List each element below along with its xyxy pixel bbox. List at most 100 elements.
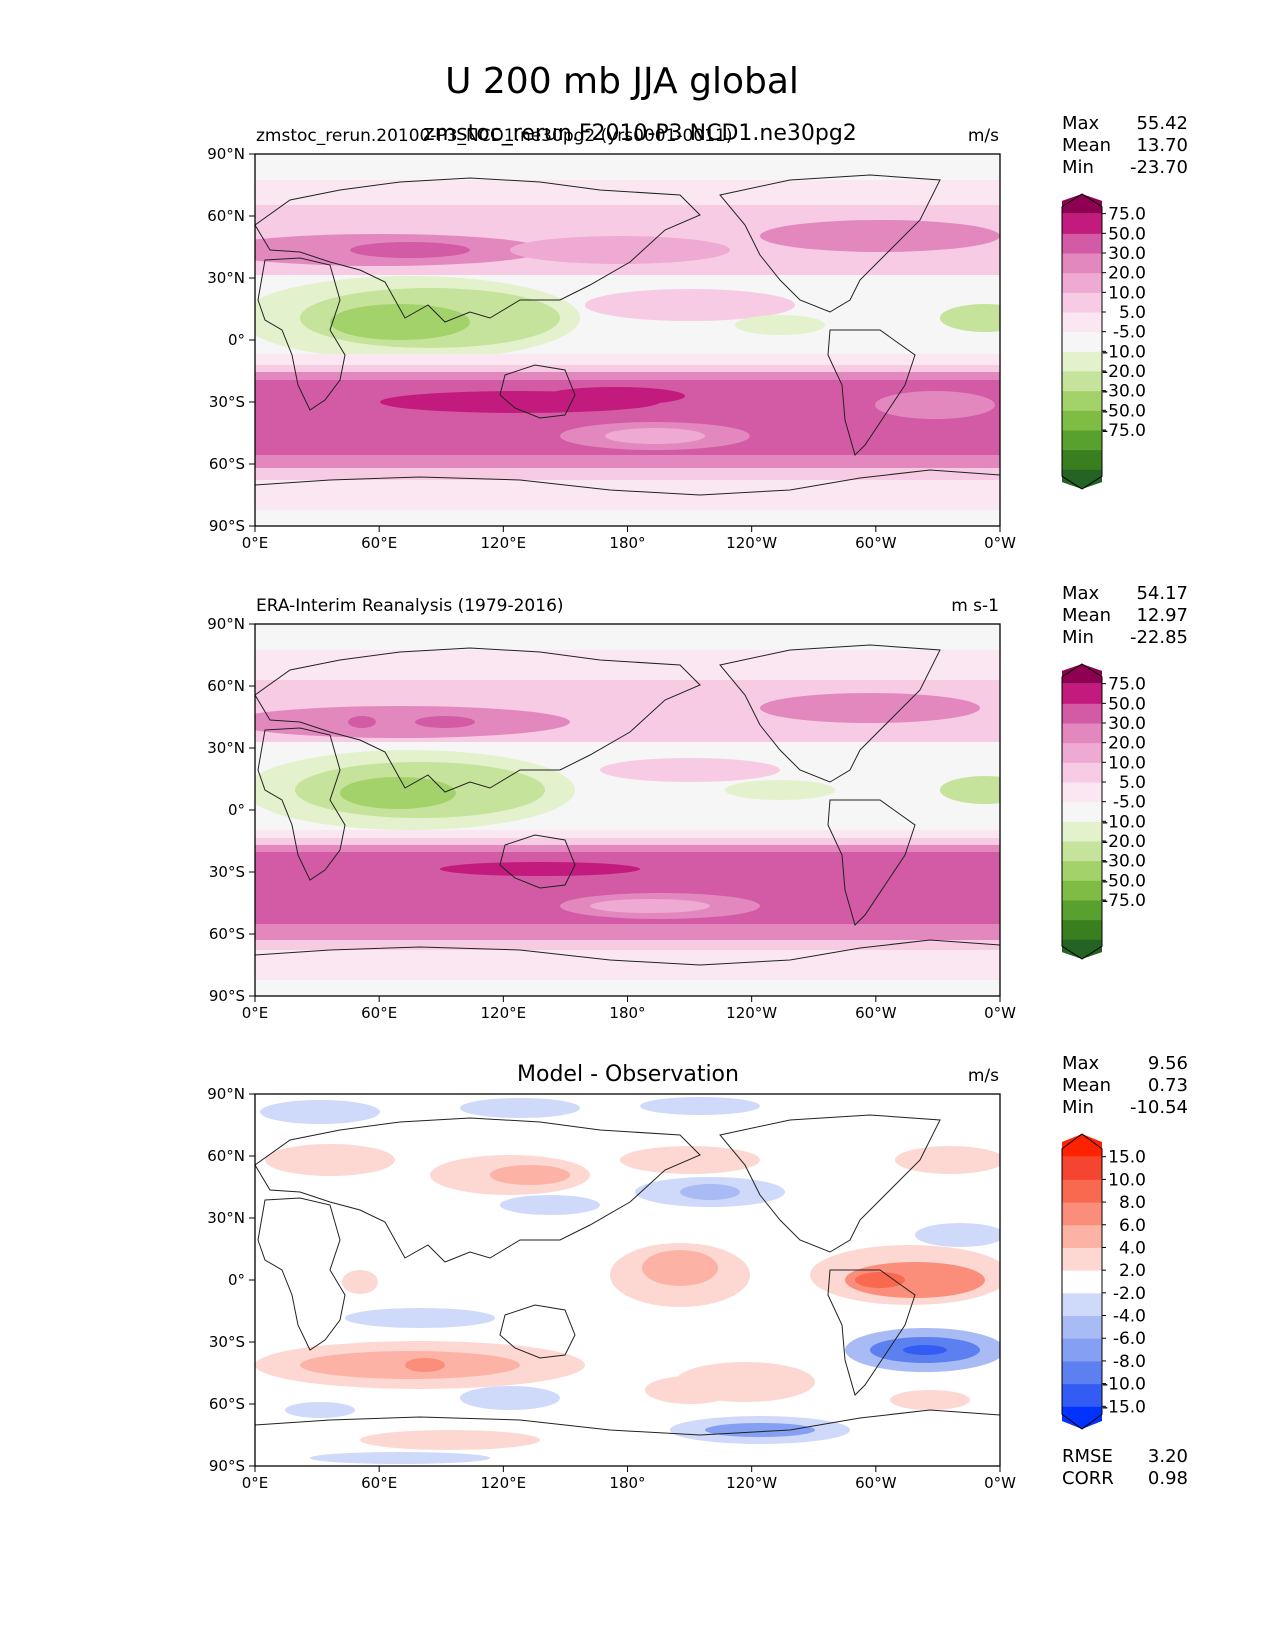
colorbar-segment [1062,1156,1102,1180]
colorbar-segment [1062,1338,1102,1362]
pos-trop-sa-core [845,1262,985,1298]
coast-south-america [827,1269,916,1396]
colorbar-outline [1061,663,1103,960]
stat-max-value: 9.56 [1148,1053,1188,1074]
coast-australia [499,834,576,889]
colorbar-segment [1062,821,1102,842]
y-tick-label: 30°N [207,1209,245,1227]
y-tick-label: 90°S [209,987,245,1005]
jet-north-core [255,706,570,738]
colorbar-label: -5.0 [1113,323,1146,343]
colorbar-segment [1062,1224,1102,1248]
pos-south-a [360,1430,540,1450]
neg-sh-mid [285,1402,355,1418]
colorbar-segment [1062,371,1102,392]
colorbar-label: 5.0 [1119,773,1146,793]
colorbar-segment [1062,723,1102,744]
panel-model-axes: 0°E 60°E 120°E 180° 120°W 60°W 0°W 90°N 60°N 30°N… [207,113,1188,552]
colorbar-label: 15.0 [1108,1148,1146,1168]
colorbar-segment [1062,880,1102,901]
coast-eurasia [255,1117,701,1263]
stat-mean-value: 0.73 [1148,1075,1188,1096]
x-tick-label: 60°W [855,1474,897,1492]
coastlines [255,174,1000,496]
y-tick-label: 60°S [209,1395,245,1413]
coast-africa [257,1197,346,1351]
neg-north-atl [915,1223,1000,1247]
colorbar-label: -30.0 [1102,852,1146,872]
pos-north-a [265,1144,395,1176]
band-antarctic [255,950,1000,980]
easterly-max [330,304,470,340]
stat-min-value: -10.54 [1130,1097,1188,1118]
colorbar-label: 6.0 [1119,1216,1146,1236]
colorbar-segment [1062,410,1102,431]
colorbar-segment [1062,841,1102,862]
stat-max-value: 54.17 [1136,583,1188,604]
subtropic-pacific [585,289,795,321]
colorbar-segment [1062,449,1102,470]
panel-obs: ERA-Interim Reanalysis (1979-2016) m s-1 [254,596,1001,997]
colorbar-label: -10.0 [1102,812,1146,832]
neg-arctic-c [640,1097,760,1115]
neg-trop-indian [345,1308,495,1328]
x-tick-label: 0°W [984,1474,1016,1492]
x-tick-label: 60°E [361,1474,397,1492]
y-tick-label: 30°N [207,739,245,757]
pos-trop-sa-max [855,1272,905,1288]
jet-north-atlantic [760,220,1000,252]
colorbar-label: 4.0 [1119,1238,1146,1258]
y-tick-label: 30°S [209,863,245,881]
x-tick-label: 120°E [481,534,527,552]
colorbar-label: -2.0 [1113,1284,1146,1304]
y-tick-label: 90°N [207,615,245,633]
x-tick-label: 180° [609,1474,645,1492]
y-tick-label: 90°S [209,1457,245,1475]
colorbar-segment [1062,860,1102,881]
colorbar-segment [1062,919,1102,940]
coast-australia [499,364,576,419]
panel-diff-colorbar: 15.010.0 8.0 6.04.0 2.0 -2.0 -4.0-6.0 -8.0 -10.… [1061,1133,1146,1430]
panel-model-title-left: zmstoc_rerun.20100-P3_NCD1.ne30pg2 (yrs0… [256,126,732,146]
coast-eurasia [255,647,701,793]
colorbar-label: 10.0 [1108,283,1146,303]
colorbar-segment [1062,1270,1102,1294]
colorbar-label: -50.0 [1102,871,1146,891]
coast-africa [257,257,346,411]
colorbar-label: 5.0 [1119,303,1146,323]
colorbar-label: 75.0 [1108,675,1146,695]
y-tick-label: 30°S [209,393,245,411]
rmse-label: RMSE [1062,1446,1113,1467]
coast-south-america [827,329,916,456]
colorbar-label: -30.0 [1102,382,1146,402]
coastlines [255,1114,1000,1436]
x-tick-label: 180° [609,1004,645,1022]
stat-max-label: Max [1062,583,1100,604]
jet-south-atlantic [875,391,995,419]
colorbar-outline [1061,1133,1103,1430]
colorbar-segment [1062,1179,1102,1203]
colorbar-segment [1062,292,1102,313]
neg-south-a-core [705,1423,815,1437]
y-tick-label: 0° [228,1271,245,1289]
y-tick-label: 60°N [207,207,245,225]
easterly-atlantic [940,304,1000,332]
colorbar-segment [1062,664,1102,684]
x-tick-label: 0°W [984,1004,1016,1022]
colorbar-segment [1062,1360,1102,1385]
colorbar-label: -50.0 [1102,401,1146,421]
x-tick-label: 60°W [855,1004,897,1022]
colorbar-label: 10.0 [1108,753,1146,773]
stat-min-label: Min [1062,157,1094,178]
colorbar-segment [1062,253,1102,274]
coast-australia [499,1304,576,1359]
colorbar-segment [1062,939,1102,959]
panel-diff: Model - Observation m/s [254,1062,1188,1489]
easterly-max [340,777,456,809]
colorbar-segment [1062,272,1102,293]
colorbar-label: -8.0 [1113,1352,1146,1372]
colorbar-segment [1062,1383,1102,1407]
neg-north-pac-core [680,1184,740,1200]
panel-obs-colorbar: 75.050.030.020.010.05.0-5.0-10.0-20.0-30… [1061,663,1146,960]
x-tick-label: 0°E [242,1474,269,1492]
